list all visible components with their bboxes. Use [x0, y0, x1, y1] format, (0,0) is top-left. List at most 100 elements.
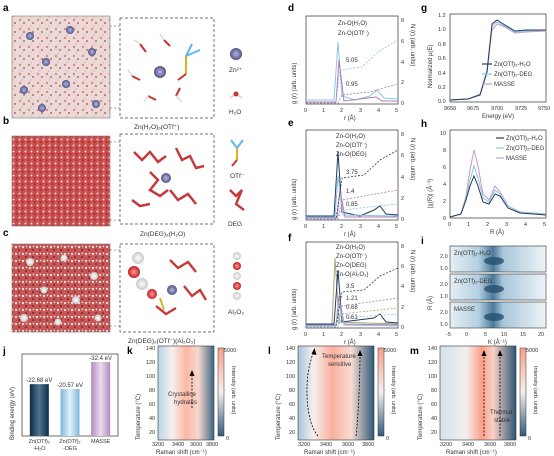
bar-value-label-2: -32.4 eV	[89, 356, 112, 362]
xlabel-e: r (Å)	[344, 231, 356, 238]
legend-zn-label: Zn²⁺	[229, 67, 243, 74]
svg-text:8: 8	[401, 18, 404, 24]
svg-text:140: 140	[146, 346, 155, 352]
svg-text:3400: 3400	[172, 442, 184, 448]
category-label-0-0: Zn(OTf)₂	[29, 439, 50, 445]
value-f-deg: 3.5	[346, 284, 355, 290]
panel-letter-l: l	[268, 346, 271, 357]
svg-text:1.0: 1.0	[440, 266, 448, 272]
y2ticks-f: 8 6 4 2 0	[401, 244, 404, 331]
svg-text:4: 4	[401, 284, 404, 290]
svg-text:3600: 3600	[484, 442, 496, 448]
svg-text:0: 0	[401, 217, 404, 223]
svg-text:60: 60	[431, 402, 437, 408]
rdf-e-water	[306, 175, 399, 218]
legend-h: Zn(OTf)₂-H₂O Zn(OTf)₂-DEG MASSE	[496, 136, 545, 162]
raman-map-l	[297, 345, 375, 441]
zn-ion-legend-icon	[230, 48, 242, 60]
legend-water-label: H₂O	[229, 109, 241, 116]
caption-c: Zn(DEG)₂(OTf⁻)(Al₂O₃)	[128, 338, 195, 345]
xticks-g: 9650 9675 9700 9725 9750	[444, 106, 550, 112]
xlabel-l: Raman shift (cm⁻¹)	[304, 450, 355, 456]
value-e-otf: 1.4	[346, 189, 355, 195]
ylabel-d: g (r) (arb. units)	[292, 63, 298, 104]
deg-legend-icon	[229, 189, 245, 211]
svg-text:80: 80	[289, 388, 295, 394]
svg-text:-5: -5	[446, 332, 451, 338]
svg-text:2: 2	[486, 222, 489, 228]
panel-letter-j: j	[2, 346, 6, 357]
svg-text:3600: 3600	[190, 442, 202, 448]
legend-e-otf: Zn-O(OTf⁻)	[336, 143, 367, 149]
legend-d-water: Zn-O(H₂O)	[338, 21, 367, 27]
svg-text:4: 4	[377, 224, 380, 230]
alumina-legend-icon	[233, 252, 241, 300]
panel-j: j Binding energy (eV) -22.68 eV -20.57 eV…	[2, 346, 119, 452]
svg-text:1: 1	[467, 222, 470, 228]
svg-text:20: 20	[289, 430, 295, 436]
raman-map-k	[157, 345, 215, 441]
panel-i: i R (Å) Zn(OTf)₂-H₂O Zn(OTf)₂-DEG MASSE …	[421, 236, 547, 346]
svg-text:4: 4	[443, 182, 446, 188]
legend-g-masse: MASSE	[494, 82, 515, 88]
svg-text:5: 5	[484, 332, 487, 338]
svg-text:9700: 9700	[491, 106, 503, 112]
category-label-2-0: MASSE	[91, 439, 111, 445]
legend-otf-label: OTf⁻	[230, 173, 245, 180]
ylabel-k: Temperature (°C)	[136, 394, 142, 440]
svg-text:1.0: 1.0	[440, 294, 448, 300]
value-f-alumina: 0.68	[346, 305, 358, 311]
legend-f-otf: Zn-O(OTf⁻)	[336, 254, 367, 260]
axes-e	[305, 129, 399, 221]
svg-text:5: 5	[395, 108, 398, 114]
svg-text:4: 4	[401, 60, 404, 66]
cn-e-deg	[306, 149, 399, 220]
colorbar-m-max: 5000	[526, 348, 538, 354]
panel-letter-f: f	[288, 233, 292, 244]
svg-text:20: 20	[431, 430, 437, 436]
legend-f-water: Zn-O(H₂O)	[336, 245, 365, 251]
annotation-l-line1: Temperature	[322, 354, 356, 360]
svg-text:8: 8	[401, 132, 404, 138]
yticks-g: 1.2 1.0 0.8 0.6 0.4 0.2 0.0	[438, 13, 446, 105]
cluster-c	[128, 252, 208, 316]
svg-text:3: 3	[505, 222, 508, 228]
caption-a: Zn(H₂O)₆(OTf⁺)	[134, 124, 179, 131]
svg-text:0: 0	[401, 325, 404, 331]
ylabel-e: g (r) (arb. units)	[292, 179, 298, 220]
panel-d: d g (r) (arb. units) Zn-O(H₂O) Zn-O(OTf⁻…	[288, 3, 415, 122]
svg-text:4: 4	[377, 108, 380, 114]
rdf-d-water	[306, 41, 399, 101]
panel-e: e g (r) (arb. units) Zn-O(H₂O) Zn-O(OTf⁻…	[288, 118, 415, 238]
legend-d-otf: Zn-O(OTf⁻)	[338, 31, 369, 37]
value-e-water: 0.85	[346, 202, 358, 208]
y2ticks-d: 8 6 4 2 0	[401, 18, 404, 107]
yticks-h: 10 8 6 4 2 0	[440, 131, 446, 222]
colorbar-m-min: 0	[528, 436, 531, 442]
svg-text:2.0: 2.0	[440, 254, 448, 260]
svg-text:3400: 3400	[320, 442, 332, 448]
value-f-otf: 1.21	[346, 296, 358, 302]
svg-text:1.2: 1.2	[438, 13, 446, 19]
svg-text:3400: 3400	[462, 442, 474, 448]
legend-g: Zn(OTf)₂-H₂O Zn(OTf)₂-DEG MASSE	[482, 62, 533, 88]
svg-text:80: 80	[149, 388, 155, 394]
simulation-box-b	[11, 135, 111, 227]
wt-label-deg: Zn(OTf)₂-DEG	[454, 279, 493, 285]
svg-text:2.0: 2.0	[440, 282, 448, 288]
panel-b: b Zn(DEG)₃(H₂O) OTf⁻ DEG	[3, 116, 245, 238]
colorbar-k	[217, 347, 225, 437]
zoom-box-c	[119, 243, 215, 333]
cn-f-water	[306, 313, 399, 328]
svg-text:9650: 9650	[444, 106, 456, 112]
panel-letter-b: b	[3, 116, 9, 127]
svg-text:120: 120	[146, 360, 155, 366]
yticks-k: 140 120 100 80 60 40 20	[146, 346, 155, 436]
svg-text:60: 60	[149, 402, 155, 408]
caption-b: Zn(DEG)₃(H₂O)	[140, 231, 185, 238]
axes-f	[305, 241, 399, 329]
category-label-1-0: Zn(OTf)₂	[59, 439, 80, 445]
svg-text:9675: 9675	[467, 106, 479, 112]
colorbar-k-max: 5000	[224, 348, 236, 354]
rdf-f-deg	[306, 269, 399, 325]
